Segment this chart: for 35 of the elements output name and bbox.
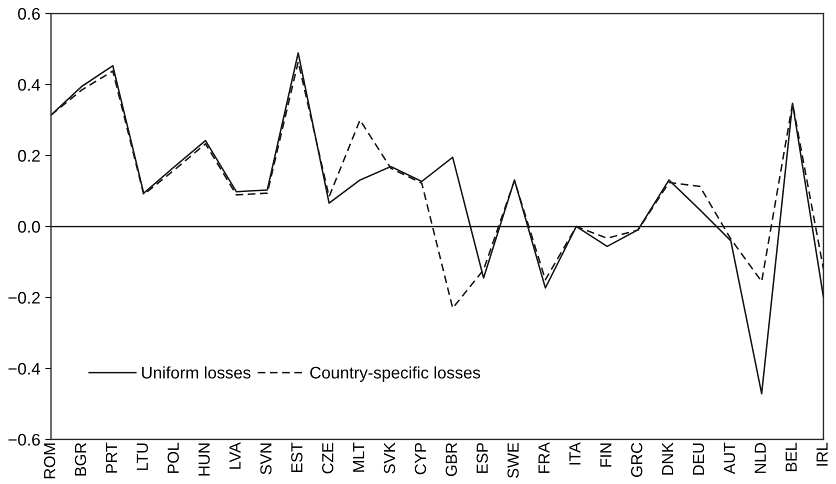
y-tick-label: 0.4 <box>18 78 40 91</box>
x-tick-label: AUT <box>724 442 736 474</box>
x-tick-label: NLD <box>754 443 766 473</box>
x-tick-label: FIN <box>600 444 612 467</box>
x-tick-label: CZE <box>322 442 334 474</box>
x-tick-label: HUN <box>198 444 210 476</box>
x-tick-label: LVA <box>230 442 241 469</box>
x-tick-label: CYP <box>414 443 426 474</box>
y-tick-label: −0.6 <box>8 434 40 446</box>
x-tick-label: IRL <box>816 442 828 466</box>
x-tick-label: DEU <box>693 443 704 475</box>
x-tick-label: DNK <box>662 442 674 475</box>
x-tick-label: BEL <box>786 442 797 472</box>
x-tick-label: MLT <box>353 442 364 472</box>
x-tick-label: ROM <box>44 444 56 478</box>
x-tick-label: SWE <box>507 442 519 478</box>
x-tick-label: BGR <box>74 442 86 476</box>
x-tick-label: ITA <box>569 442 580 464</box>
y-tick-label: −0.4 <box>8 362 40 375</box>
y-tick-label: 0.6 <box>18 8 40 20</box>
legend-label: Country-specific losses <box>310 366 480 382</box>
x-tick-label: POL <box>168 442 179 473</box>
y-tick-label: 0.0 <box>18 220 40 233</box>
x-tick-label: GRC <box>631 442 642 477</box>
y-tick-label: −0.2 <box>8 292 40 304</box>
x-tick-label: LTU <box>136 443 148 470</box>
x-tick-label: PRT <box>106 442 117 473</box>
x-tick-label: EST <box>291 442 302 472</box>
x-tick-label: SVK <box>384 442 396 474</box>
y-tick-label: 0.2 <box>18 150 40 162</box>
x-tick-label: ESP <box>476 443 488 473</box>
x-tick-label: GBR <box>446 442 457 476</box>
legend-label: Uniform losses <box>142 366 250 379</box>
x-tick-label: SVN <box>260 444 272 474</box>
x-tick-label: FRA <box>538 442 550 473</box>
